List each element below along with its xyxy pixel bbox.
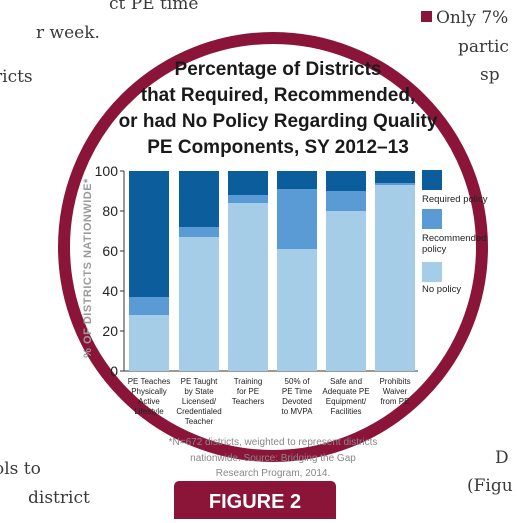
bg-text-line: D <box>495 448 509 468</box>
bg-text-line: Only 7% <box>436 8 509 28</box>
legend-swatch <box>422 170 442 190</box>
bar-segment <box>228 171 268 195</box>
x-category-label: Devoted <box>282 397 312 406</box>
chart-note-line: *N=672 districts, weighted to represent … <box>169 437 378 448</box>
bg-text-line: r week. <box>36 23 100 43</box>
x-category-label: PE Teaches <box>128 377 171 386</box>
bullet-square-icon <box>421 11 432 22</box>
bar-segment <box>375 171 415 183</box>
bg-text-line: district <box>28 488 90 508</box>
y-tick-label: 40 <box>102 283 118 299</box>
bar-segment <box>326 191 366 211</box>
y-axis-title: % OF DISTRICTS NATIONWIDE* <box>82 178 94 358</box>
x-category-label: Prohibits <box>379 377 410 386</box>
bar-segment <box>129 315 169 371</box>
legend-swatch <box>422 262 442 282</box>
x-category-label: Lifestyle <box>134 407 164 416</box>
y-tick-label: 60 <box>102 243 118 259</box>
x-category-label: Teacher <box>185 417 214 426</box>
figure-label: FIGURE 2 <box>171 478 339 522</box>
bar-segment <box>277 171 317 189</box>
x-category-label: Credentialed <box>176 407 221 416</box>
x-category-label: Facilities <box>330 407 361 416</box>
bg-text-line: sp <box>480 65 500 85</box>
chart-title-line: or had No Policy Regarding Quality <box>119 111 438 132</box>
chart-title-line: PE Components, SY 2012–13 <box>147 137 409 158</box>
y-tick-label: 0 <box>110 363 118 379</box>
bg-text-line: ricts <box>0 67 33 87</box>
bar-segment <box>277 189 317 249</box>
chart-title-line: Percentage of Districts <box>175 59 382 80</box>
x-category-label: by State <box>184 387 214 396</box>
bar-segment <box>228 195 268 203</box>
bg-text-line: partic <box>458 37 509 57</box>
bar-segment <box>375 183 415 185</box>
x-category-label: Physically <box>131 387 167 396</box>
legend-label: Required policy <box>422 194 488 205</box>
x-category-label: Teachers <box>232 397 264 406</box>
chart-title-line: that Required, Recommended, <box>141 85 416 106</box>
x-category-label: Equipment/ <box>326 397 367 406</box>
bar-segment <box>179 237 219 371</box>
bg-text-bullet-line: Only 7% <box>421 8 508 28</box>
bar-segment <box>277 249 317 371</box>
chart-note-line: nationwide. Source: Bridging the Gap <box>190 453 356 464</box>
x-category-label: Training <box>234 377 263 386</box>
bg-text-line: ct PE time <box>109 0 199 14</box>
bg-text-line: (Figu <box>467 476 513 496</box>
x-category-label: Licensed/ <box>182 397 217 406</box>
y-tick-label: 20 <box>102 323 118 339</box>
bar-segment <box>326 211 366 371</box>
x-category-label: for PE <box>237 387 259 396</box>
y-tick-label: 80 <box>102 203 118 219</box>
x-category-label: Active <box>138 397 160 406</box>
x-category-label: Adequate PE <box>322 387 369 396</box>
bar-segment <box>375 185 415 371</box>
bar-segment <box>228 203 268 371</box>
legend-label: No policy <box>422 284 461 295</box>
x-category-label: to MVPA <box>282 407 314 416</box>
x-category-label: from PE <box>381 397 410 406</box>
x-category-label: 50% of <box>285 377 311 386</box>
x-category-label: Waiver <box>383 387 408 396</box>
x-category-label: PE Time <box>282 387 313 396</box>
bar-segment <box>179 171 219 227</box>
y-tick-label: 100 <box>95 163 119 179</box>
legend-label: Recommended <box>422 233 486 244</box>
bar-segment <box>129 297 169 315</box>
bar-segment <box>326 171 366 191</box>
legend-swatch <box>422 209 442 229</box>
legend-label: policy <box>422 244 447 255</box>
bar-segment <box>179 227 219 237</box>
bg-text-line: ols to <box>0 459 41 479</box>
x-category-label: Safe and <box>330 377 362 386</box>
chart-note-line: Research Program, 2014. <box>216 468 331 479</box>
x-category-label: PE Taught <box>181 377 219 386</box>
bar-segment <box>129 171 169 297</box>
